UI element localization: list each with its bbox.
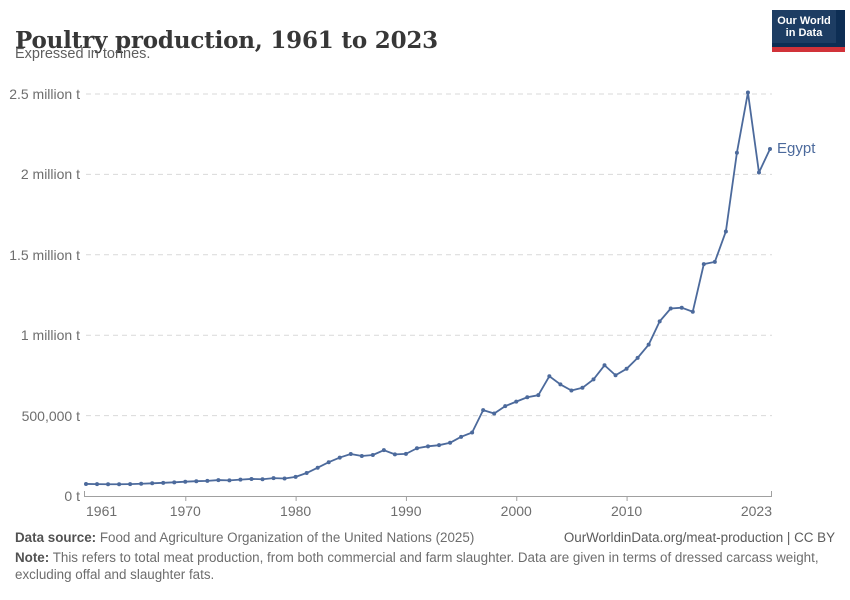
owid-logo-red-bar xyxy=(772,47,845,52)
data-point[interactable] xyxy=(216,478,221,483)
data-point[interactable] xyxy=(756,170,761,175)
data-point[interactable] xyxy=(414,446,419,451)
footer-note: Note: This refers to total meat producti… xyxy=(15,549,829,583)
data-point[interactable] xyxy=(448,440,453,445)
data-point[interactable] xyxy=(348,452,353,457)
chart-title: Poultry production, 1961 to 2023 xyxy=(15,27,438,55)
y-axis-tick-label: 1 million t xyxy=(20,327,80,344)
data-point[interactable] xyxy=(768,146,772,151)
data-point[interactable] xyxy=(117,482,122,487)
x-axis-tick-label: 2010 xyxy=(611,503,643,519)
data-point[interactable] xyxy=(161,480,166,485)
data-point[interactable] xyxy=(403,451,408,456)
data-point[interactable] xyxy=(591,377,596,382)
data-point[interactable] xyxy=(205,478,210,483)
y-axis-tick-label: 2.5 million t xyxy=(9,86,80,102)
data-point[interactable] xyxy=(525,395,530,400)
data-point[interactable] xyxy=(227,478,232,483)
data-point[interactable] xyxy=(613,373,618,378)
data-point[interactable] xyxy=(481,408,486,413)
data-point[interactable] xyxy=(282,476,287,481)
x-axis-tick-label: 1961 xyxy=(86,503,118,519)
data-point[interactable] xyxy=(569,388,574,393)
url-citation[interactable]: OurWorldinData.org/meat-production | CC … xyxy=(563,530,835,545)
footer-citation-row: Data source: Food and Agriculture Organi… xyxy=(15,530,835,545)
x-axis-tick-label: 2023 xyxy=(740,503,772,519)
x-axis-tick-label: 1970 xyxy=(169,503,201,519)
data-point[interactable] xyxy=(690,309,695,314)
data-point[interactable] xyxy=(624,366,629,371)
data-point[interactable] xyxy=(95,482,100,487)
data-point[interactable] xyxy=(150,481,155,486)
data-point[interactable] xyxy=(712,259,717,264)
x-axis-tick-label: 2000 xyxy=(500,503,532,519)
data-point[interactable] xyxy=(106,482,111,487)
data-point[interactable] xyxy=(183,479,188,484)
data-point[interactable] xyxy=(392,452,397,457)
y-axis-tick-label: 500,000 t xyxy=(21,407,80,424)
data-point[interactable] xyxy=(558,382,563,387)
data-point[interactable] xyxy=(337,455,342,460)
data-point[interactable] xyxy=(459,434,464,439)
data-point[interactable] xyxy=(238,477,243,482)
data-point[interactable] xyxy=(271,476,276,481)
owid-logo[interactable]: Our World in Data xyxy=(772,10,845,52)
y-axis-tick-label: 0 t xyxy=(64,488,80,504)
note-text: This refers to total meat production, fr… xyxy=(15,550,819,582)
y-axis-tick-label: 1.5 million t xyxy=(9,246,80,263)
data-point[interactable] xyxy=(492,411,497,416)
data-point[interactable] xyxy=(679,305,684,310)
data-point[interactable] xyxy=(139,481,144,486)
data-point[interactable] xyxy=(304,471,309,476)
x-axis-tick-label: 1980 xyxy=(280,503,312,519)
data-point[interactable] xyxy=(381,448,386,453)
data-point[interactable] xyxy=(503,404,508,409)
note-label: Note: xyxy=(15,550,50,565)
data-point[interactable] xyxy=(260,477,265,482)
data-point[interactable] xyxy=(194,479,199,484)
data-source-line: Data source: Food and Agriculture Organi… xyxy=(15,530,474,545)
y-axis-tick-label: 2 million t xyxy=(20,166,80,183)
data-point[interactable] xyxy=(370,452,375,457)
data-source-value[interactable]: Food and Agriculture Organization of the… xyxy=(99,530,475,545)
egypt-series-line[interactable] xyxy=(85,91,771,486)
owid-logo-line1: Our World xyxy=(777,14,831,27)
owid-logo-line2: in Data xyxy=(785,26,823,39)
data-point[interactable] xyxy=(249,476,254,481)
data-point[interactable] xyxy=(514,399,519,404)
data-point[interactable] xyxy=(326,460,331,465)
x-axis-tick-label: 1990 xyxy=(390,503,422,519)
entity-label-egypt[interactable]: Egypt xyxy=(777,139,816,157)
data-point[interactable] xyxy=(470,430,475,435)
data-point[interactable] xyxy=(646,342,651,347)
data-point[interactable] xyxy=(128,482,133,487)
data-point[interactable] xyxy=(635,355,640,360)
data-point[interactable] xyxy=(602,363,607,368)
data-point[interactable] xyxy=(84,481,88,486)
data-point[interactable] xyxy=(437,443,442,448)
data-point[interactable] xyxy=(745,90,750,95)
data-point[interactable] xyxy=(734,150,739,155)
data-point[interactable] xyxy=(536,393,541,398)
data-point[interactable] xyxy=(580,385,585,390)
data-point[interactable] xyxy=(547,374,552,379)
data-point[interactable] xyxy=(701,262,706,267)
owid-logo-text: Our World in Data xyxy=(772,10,836,43)
data-point[interactable] xyxy=(315,465,320,470)
data-point[interactable] xyxy=(293,474,298,479)
data-source-label: Data source: xyxy=(15,530,97,545)
data-point[interactable] xyxy=(172,480,177,485)
data-point[interactable] xyxy=(426,444,430,449)
data-point[interactable] xyxy=(359,453,364,458)
data-point[interactable] xyxy=(723,229,728,234)
data-point[interactable] xyxy=(668,306,673,311)
data-point[interactable] xyxy=(657,319,662,324)
chart-subtitle: Expressed in tonnes. xyxy=(15,46,151,62)
